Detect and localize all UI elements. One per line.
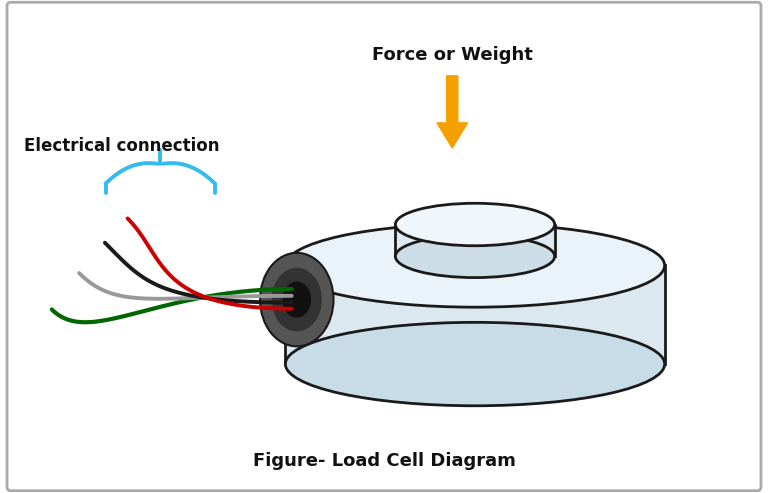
Ellipse shape	[286, 224, 664, 307]
Polygon shape	[396, 224, 554, 256]
Text: Electrical connection: Electrical connection	[24, 138, 219, 155]
Ellipse shape	[272, 268, 322, 331]
Text: Force or Weight: Force or Weight	[372, 46, 533, 65]
Ellipse shape	[286, 322, 664, 406]
Text: Figure- Load Cell Diagram: Figure- Load Cell Diagram	[253, 452, 515, 470]
Polygon shape	[286, 265, 664, 364]
Ellipse shape	[260, 253, 333, 346]
Ellipse shape	[396, 203, 554, 246]
Ellipse shape	[396, 235, 554, 278]
FancyBboxPatch shape	[7, 2, 761, 491]
Ellipse shape	[283, 282, 311, 317]
